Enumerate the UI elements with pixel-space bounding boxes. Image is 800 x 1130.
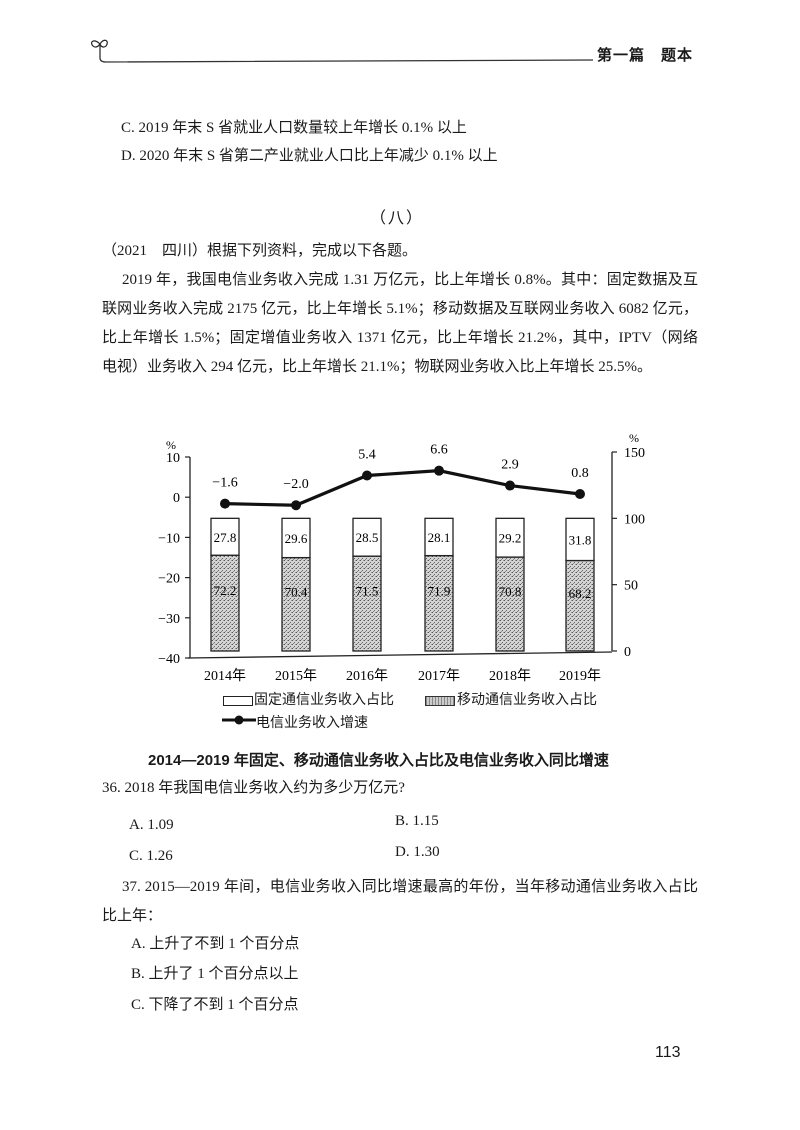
svg-text:28.5: 28.5: [356, 530, 379, 545]
legend-mobile-swatch: [425, 696, 455, 706]
svg-text:31.8: 31.8: [569, 532, 592, 547]
svg-text:29.2: 29.2: [499, 531, 522, 546]
question-37-option-c[interactable]: C. 下降了不到 1 个百分点: [131, 997, 299, 1013]
growth-line: [224, 469, 581, 507]
svg-text:0: 0: [624, 645, 631, 660]
bar-mobile: [565, 559, 595, 652]
svg-text:%: %: [166, 438, 176, 452]
svg-text:100: 100: [624, 512, 645, 527]
intro-text: （2021 四川）根据下列资料，完成以下各题。: [102, 243, 418, 259]
legend-mobile-label: 移动通信业务收入占比: [457, 692, 597, 708]
svg-text:71.9: 71.9: [428, 583, 451, 598]
svg-text:71.5: 71.5: [356, 584, 379, 599]
bar-mobile: [495, 556, 525, 652]
svg-text:29.6: 29.6: [285, 531, 308, 546]
chart: %100−10−20−30−40%15010050027.872.22014年2…: [158, 431, 645, 684]
svg-text:27.8: 27.8: [214, 530, 237, 545]
bar-mobile: [424, 554, 454, 652]
svg-text:2015年: 2015年: [275, 668, 317, 684]
legend-line-label: 电信业务收入增速: [256, 715, 368, 731]
svg-text:2019年: 2019年: [559, 668, 601, 684]
svg-text:2018年: 2018年: [489, 668, 531, 684]
bar-fixed: [210, 517, 240, 556]
material-text: 2019 年，我国电信业务收入完成 1.31 万亿元，比上年增长 0.8%。其中…: [102, 272, 698, 375]
svg-text:70.4: 70.4: [285, 584, 308, 599]
bar-mobile: [352, 555, 382, 652]
svg-text:72.2: 72.2: [214, 583, 237, 598]
bar-fixed: [565, 517, 595, 562]
svg-text:−1.6: −1.6: [212, 476, 237, 491]
bar-mobile: [281, 556, 311, 652]
svg-text:−20: −20: [158, 572, 180, 587]
section-title: （八）: [370, 210, 425, 227]
svg-text:2.9: 2.9: [501, 458, 519, 473]
svg-text:28.1: 28.1: [428, 530, 451, 545]
growth-point: [220, 498, 230, 509]
question-36-option-c[interactable]: C. 1.26: [129, 848, 173, 864]
page-number: 113: [655, 1044, 681, 1061]
sprout-icon: [90, 39, 594, 63]
svg-text:−40: −40: [158, 652, 180, 667]
legend-fixed-swatch: [223, 696, 253, 706]
legend-line-swatch: [222, 715, 256, 725]
question-37-option-a[interactable]: A. 上升了不到 1 个百分点: [131, 936, 300, 952]
svg-text:−10: −10: [158, 531, 180, 546]
question-37-option-b[interactable]: B. 上升了 1 个百分点以上: [131, 966, 299, 982]
svg-text:−2.0: −2.0: [283, 477, 308, 492]
growth-point: [434, 465, 444, 476]
growth-point: [505, 480, 515, 491]
svg-text:2016年: 2016年: [346, 668, 388, 684]
svg-text:0.8: 0.8: [571, 466, 589, 481]
question-36-option-b[interactable]: B. 1.15: [395, 813, 439, 829]
svg-text:2017年: 2017年: [418, 668, 460, 684]
legend-fixed-label: 固定通信业务收入占比: [254, 692, 394, 708]
svg-text:70.8: 70.8: [499, 584, 522, 599]
svg-text:2014年: 2014年: [204, 668, 246, 684]
bar-fixed: [352, 517, 382, 557]
question-37-stem: 37. 2015—2019 年间，电信业务收入同比增速最高的年份，当年移动通信业…: [102, 873, 698, 931]
svg-text:150: 150: [624, 446, 645, 461]
svg-text:0: 0: [173, 491, 180, 506]
question-36-stem: 36. 2018 年我国电信业务收入约为多少万亿元?: [102, 780, 405, 796]
svg-text:−30: −30: [158, 612, 180, 627]
svg-text:50: 50: [624, 579, 638, 594]
bar-fixed: [281, 517, 311, 559]
bar-fixed: [424, 517, 454, 557]
prev-option-d: D. 2020 年末 S 省第二产业就业人口比上年减少 0.1% 以上: [121, 148, 498, 164]
section-header-title: 第一篇 题本: [597, 47, 694, 64]
chart-plot-area: %100−10−20−30−40%15010050027.872.22014年2…: [158, 431, 645, 684]
bar-fixed: [495, 517, 525, 558]
question-37-stem-text: 37. 2015—2019 年间，电信业务收入同比增速最高的年份，当年移动通信业…: [102, 879, 698, 924]
material-paragraph: 2019 年，我国电信业务收入完成 1.31 万亿元，比上年增长 0.8%。其中…: [102, 266, 698, 382]
svg-text:10: 10: [166, 451, 180, 466]
question-36-option-d[interactable]: D. 1.30: [395, 844, 440, 860]
prev-option-c: C. 2019 年末 S 省就业人口数量较上年增长 0.1% 以上: [121, 120, 467, 136]
svg-text:5.4: 5.4: [358, 447, 376, 462]
growth-point: [291, 500, 301, 511]
bar-mobile: [210, 554, 240, 652]
svg-text:%: %: [629, 431, 639, 445]
question-36-option-a[interactable]: A. 1.09: [129, 817, 174, 833]
growth-point: [575, 488, 585, 499]
svg-text:68.2: 68.2: [569, 586, 592, 601]
growth-point: [362, 470, 372, 481]
svg-text:6.6: 6.6: [430, 443, 448, 458]
chart-caption: 2014—2019 年固定、移动通信业务收入占比及电信业务收入同比增速: [148, 752, 609, 769]
